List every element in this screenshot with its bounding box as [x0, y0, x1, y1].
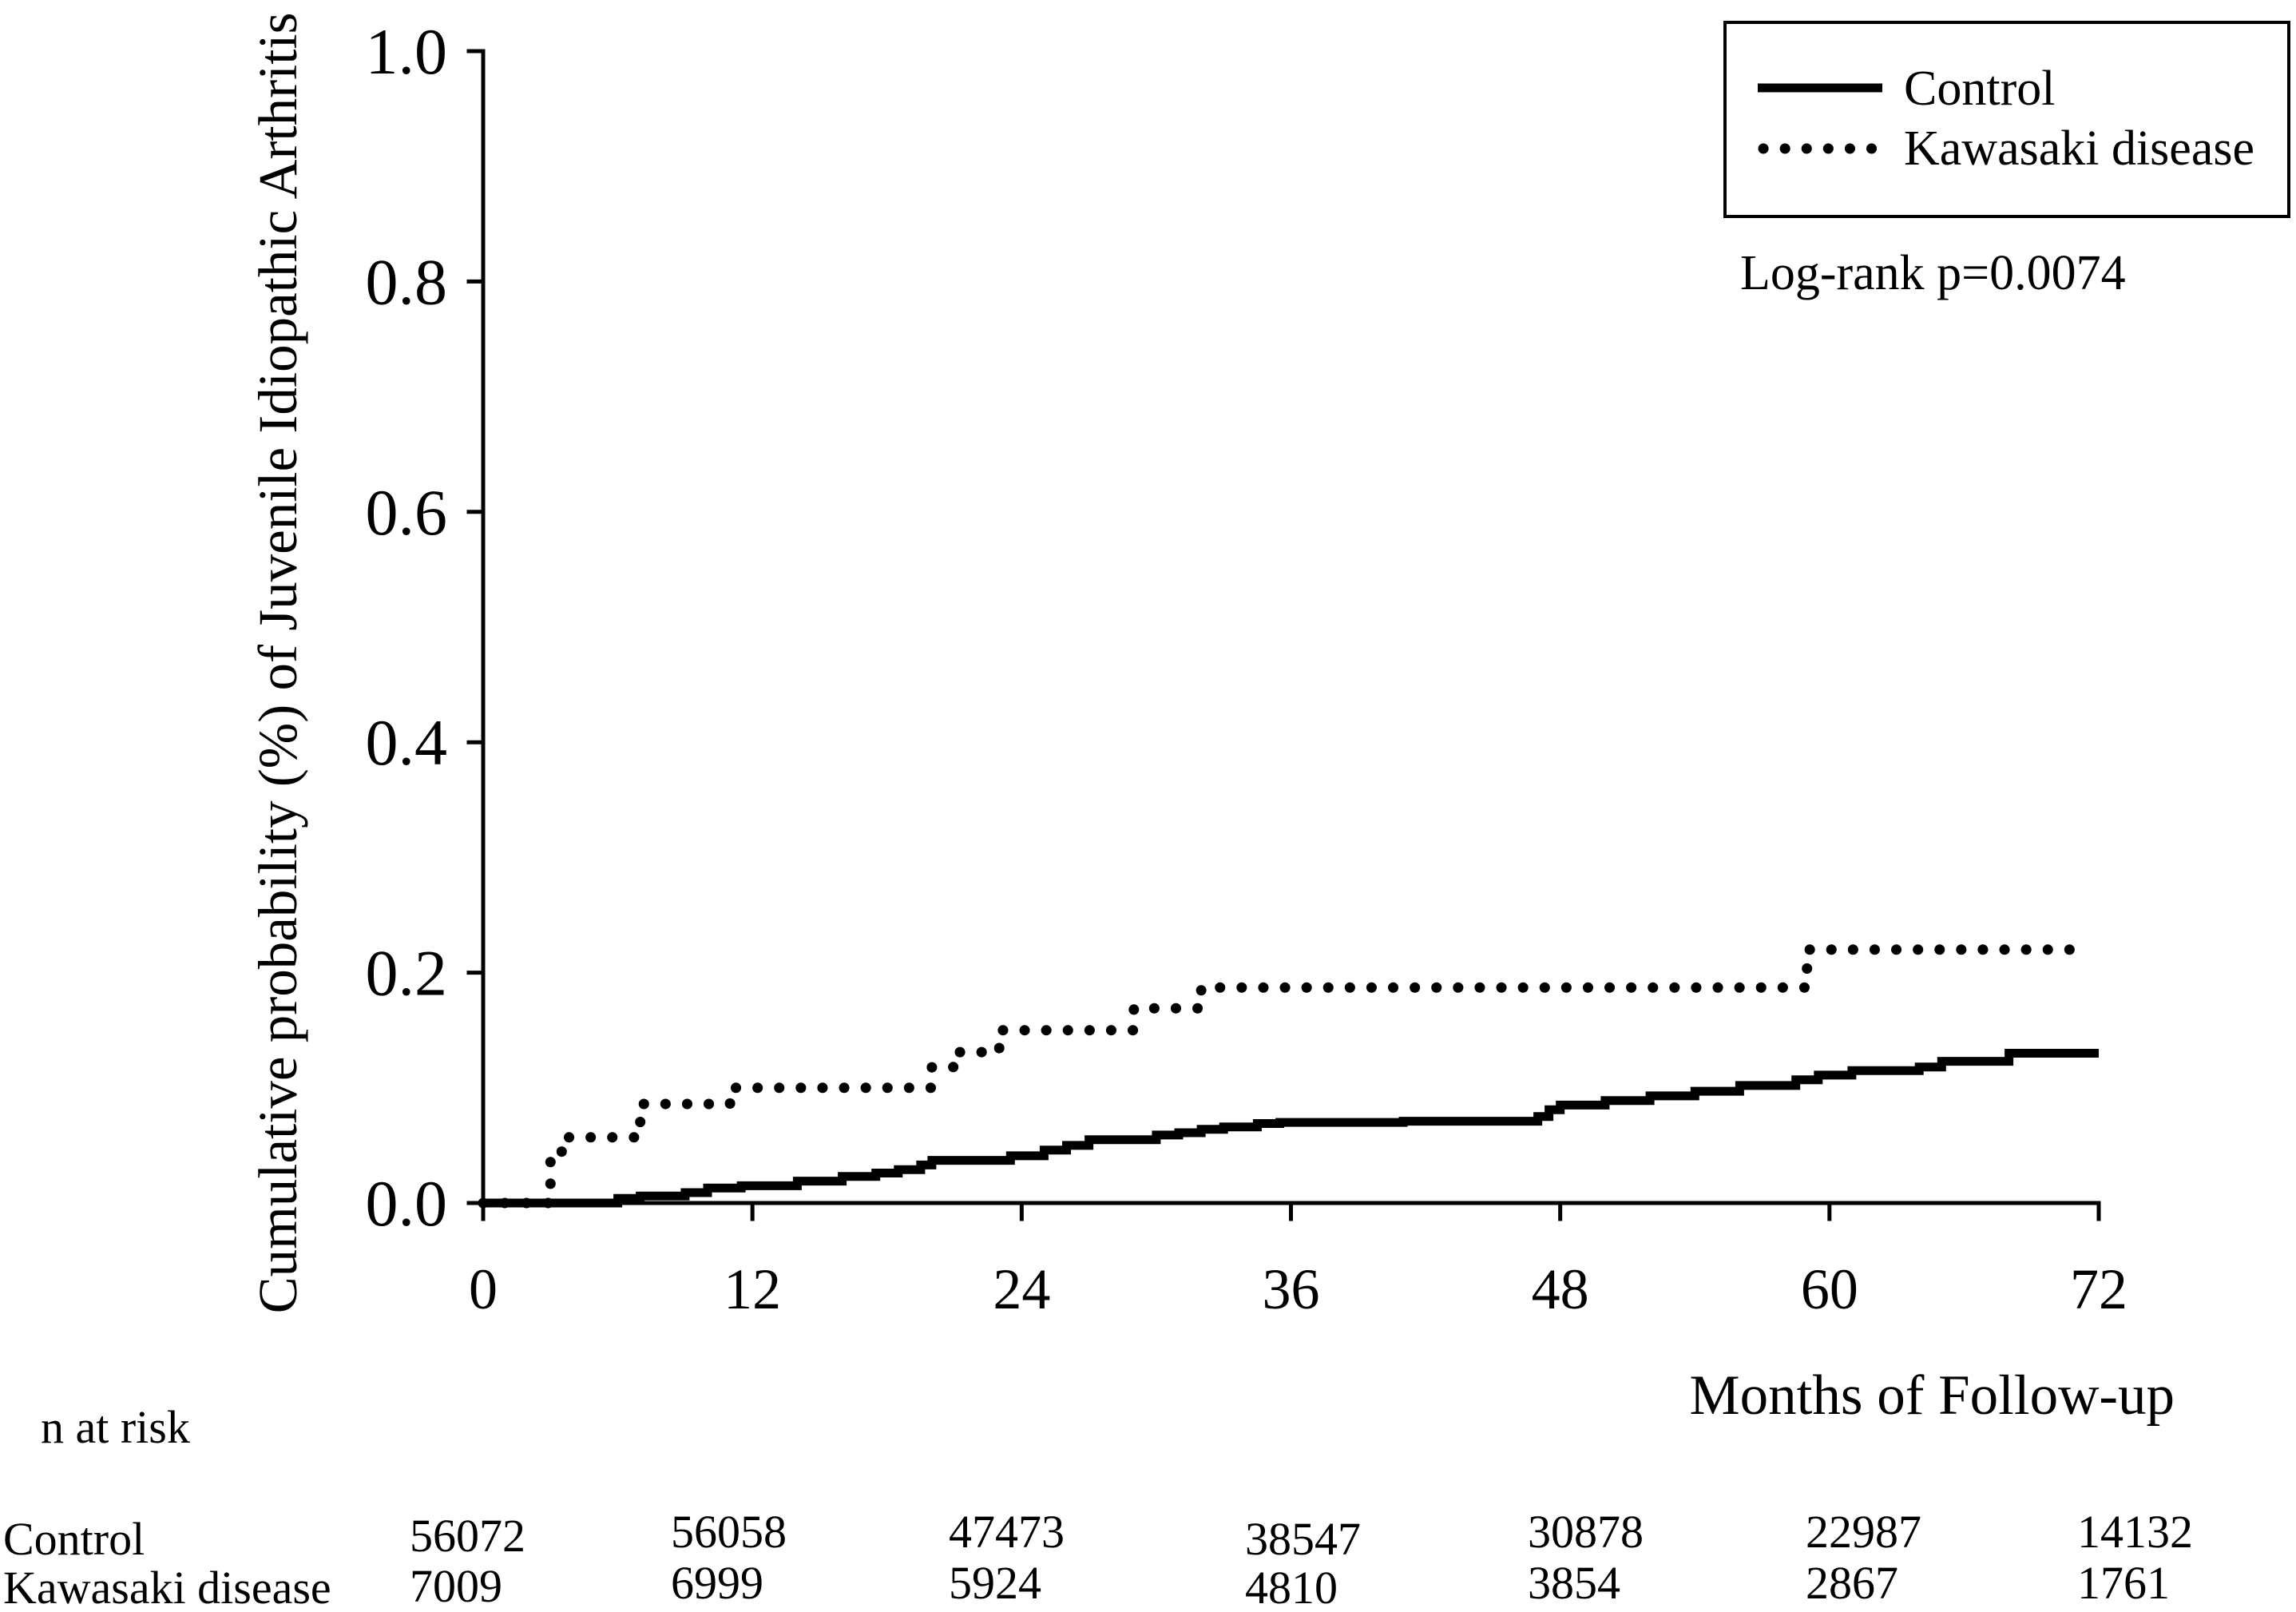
x-tick-label: 60 — [1801, 1257, 1858, 1321]
axes — [481, 49, 2101, 1205]
x-tick-label: 24 — [993, 1257, 1050, 1321]
x-axis-title: Months of Follow-up — [1690, 1364, 2175, 1427]
risk-value: 47473 — [949, 1506, 1065, 1558]
risk-value: 38547 — [1245, 1513, 1361, 1565]
series-line-control — [483, 1049, 2099, 1208]
x-tick-label: 0 — [469, 1257, 498, 1321]
legend-box — [1723, 21, 2290, 218]
y-tick-label: 0.0 — [366, 1167, 448, 1240]
series — [478, 944, 2099, 1209]
x-tick-label: 72 — [2070, 1257, 2127, 1321]
risk-value: 14132 — [2077, 1506, 2193, 1558]
risk-value: 1761 — [2077, 1557, 2170, 1609]
y-tick-label: 1.0 — [366, 15, 448, 88]
x-tick-label: 12 — [724, 1257, 781, 1321]
risk-row-label-control: Control — [3, 1513, 145, 1565]
x-tick-label: 48 — [1532, 1257, 1589, 1321]
legend-label-kawasaki-disease: Kawasaki disease — [1904, 121, 2254, 176]
risk-value: 56072 — [410, 1510, 525, 1562]
y-ticks: 0.0 0.2 0.4 0.6 0.8 1.0 — [366, 15, 486, 1240]
legend: Control Kawasaki disease — [1723, 21, 2290, 218]
series-line-kawasaki-disease — [478, 944, 2082, 1209]
risk-table: n at risk Control 56072 56058 47473 3854… — [3, 1401, 2193, 1612]
risk-value: 6999 — [671, 1557, 763, 1609]
y-axis-title: Cumulative probability (%) of Juvenile I… — [248, 13, 308, 1314]
y-tick-label: 0.6 — [366, 476, 448, 549]
risk-value: 56058 — [671, 1506, 787, 1558]
y-tick-label: 0.8 — [366, 245, 448, 318]
risk-value: 7009 — [410, 1560, 502, 1612]
risk-value: 2867 — [1806, 1557, 1898, 1609]
risk-value: 5924 — [949, 1557, 1041, 1609]
risk-value: 22987 — [1806, 1506, 1921, 1558]
legend-label-control: Control — [1904, 62, 2055, 116]
risk-value: 3854 — [1528, 1557, 1620, 1609]
log-rank-annotation: Log-rank p=0.0074 — [1740, 246, 2126, 300]
risk-row-label-kawasaki-disease: Kawasaki disease — [3, 1562, 331, 1612]
risk-table-title: n at risk — [41, 1401, 190, 1453]
y-tick-label: 0.4 — [366, 706, 448, 779]
risk-value: 4810 — [1245, 1562, 1338, 1612]
y-tick-label: 0.2 — [366, 937, 448, 1010]
x-tick-label: 36 — [1263, 1257, 1320, 1321]
x-ticks: 0 12 24 36 48 60 72 — [469, 1201, 2127, 1321]
risk-value: 30878 — [1528, 1506, 1644, 1558]
